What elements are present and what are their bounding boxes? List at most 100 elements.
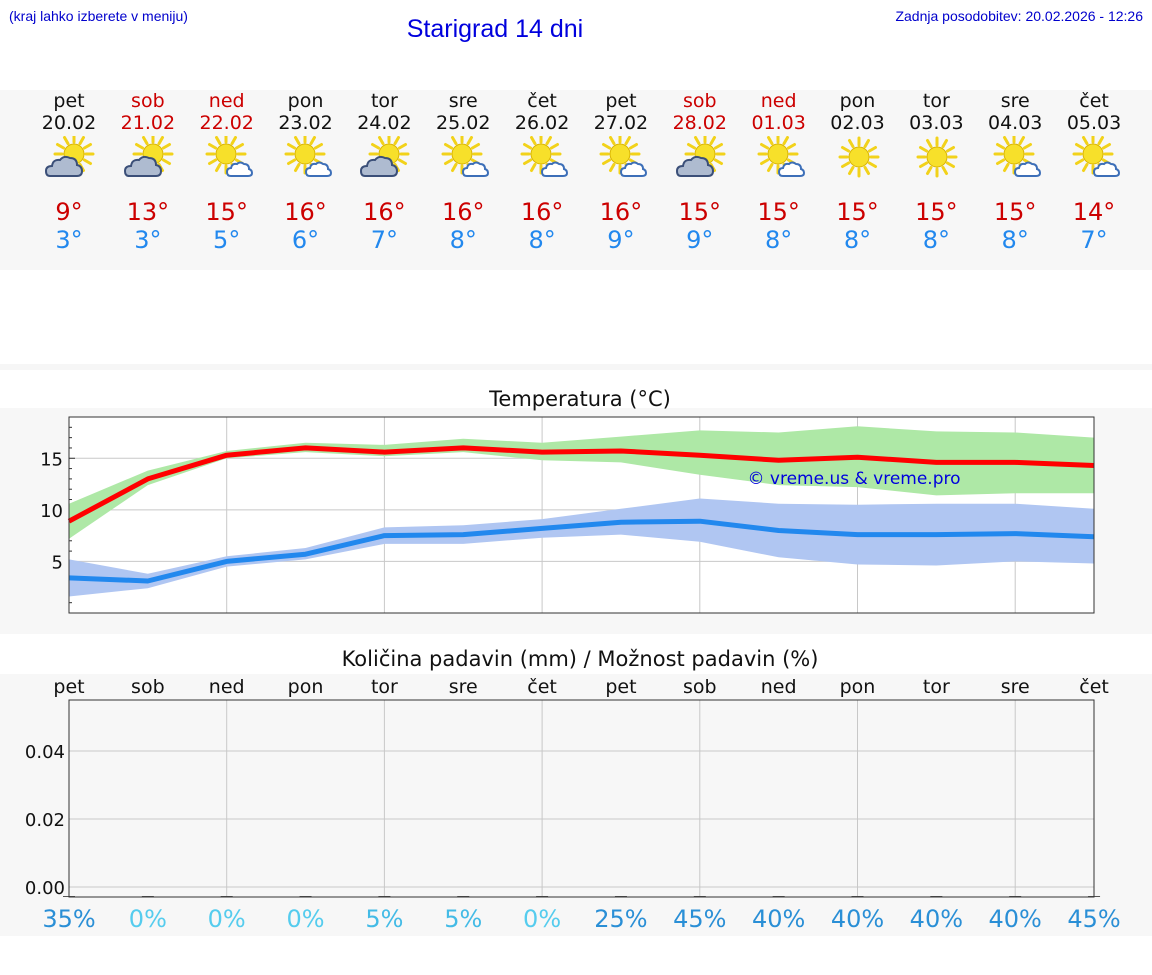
precip-chance-label: 0% [208, 905, 246, 933]
day-name: čet [1079, 90, 1109, 112]
min-temperature: 6° [291, 226, 320, 254]
plot-frame [68, 416, 1095, 614]
max-temperature: 14° [1072, 198, 1116, 226]
mostly-sunny-icon [990, 133, 1042, 182]
day-column: pon 23.02 16° 6° [266, 90, 346, 254]
day-name: ned [760, 90, 797, 112]
mostly-sunny-icon [281, 133, 333, 182]
max-temperature: 15° [678, 198, 722, 226]
x-tick-label: pon [288, 676, 324, 698]
mostly-sunny-icon [754, 133, 806, 182]
x-tick-label: sre [1001, 676, 1030, 698]
y-tick-label: 0.02 [25, 810, 65, 831]
day-date: 23.02 [278, 112, 333, 134]
day-column: pon 02.03 15° 8° [818, 90, 898, 254]
min-temperature: 8° [843, 226, 872, 254]
y-tick-label: 15 [40, 449, 63, 470]
max-temperature: 16° [284, 198, 327, 226]
day-date: 04.03 [987, 112, 1043, 134]
series-line-max [67, 445, 1095, 524]
day-date: 26.02 [514, 112, 570, 134]
precip-chance-label: 35% [42, 905, 95, 933]
day-name: čet [527, 90, 557, 112]
day-column: sob 21.02 13° 3° [108, 90, 188, 254]
day-date: 02.03 [830, 112, 885, 134]
temperature-chart-title: Temperatura (°C) [489, 387, 671, 411]
min-temperature: 8° [1001, 226, 1029, 254]
day-column: sre 04.03 15° 8° [975, 90, 1055, 254]
location-hint: (kraj lahko izberete v meniju) [9, 8, 188, 24]
precip-chance-label: 40% [831, 905, 884, 933]
partly-cloudy-icon [359, 133, 411, 182]
x-tick-label: pet [53, 676, 84, 698]
y-tick-label: 0.00 [25, 878, 65, 899]
mostly-sunny-icon [517, 133, 569, 182]
precip-chance-label: 40% [989, 905, 1042, 933]
x-tick-label: čet [1079, 676, 1109, 698]
series-line-min [68, 518, 1095, 584]
mostly-sunny-icon [1069, 133, 1121, 182]
day-name: tor [922, 90, 950, 112]
x-tick-label: sre [449, 676, 478, 698]
day-date: 21.02 [120, 112, 176, 134]
plot-area [69, 700, 1094, 897]
day-date: 22.02 [199, 112, 254, 134]
mostly-sunny-icon [596, 133, 648, 182]
x-tick-label: tor [371, 676, 398, 698]
max-temperature: 16° [363, 198, 406, 226]
min-temperature: 8° [765, 226, 793, 254]
day-column: sre 25.02 16° 8° [423, 90, 503, 254]
precipitation-chart: pet sob ned pon tor sre čet pet sob ned pon tor sre č… [25, 676, 1121, 933]
temperature-chart: 5 10 15 © vreme.us & vreme.pro [40, 416, 1095, 614]
max-temperature: 15° [205, 198, 248, 226]
day-name: pet [53, 90, 85, 112]
y-tick-label: 0.04 [25, 742, 65, 763]
daily-forecast-panel [0, 90, 1152, 270]
precip-chance-label: 5% [365, 905, 403, 933]
max-temperature: 13° [126, 198, 170, 226]
section-divider [0, 364, 1152, 370]
partly-cloudy-icon [675, 133, 727, 182]
precip-chance-label: 40% [752, 905, 805, 933]
precip-chance-label: 5% [444, 905, 482, 933]
precip-chance-label: 45% [673, 905, 726, 933]
min-temperature: 3° [55, 226, 83, 254]
min-temperature: 7° [1080, 226, 1108, 254]
day-name: pon [287, 90, 324, 112]
day-name: ned [208, 90, 245, 112]
min-temperature: 8° [922, 226, 950, 254]
precip-chance-label: 0% [523, 905, 561, 933]
day-column: pet 27.02 16° 9° [581, 90, 661, 254]
max-temperature: 16° [599, 198, 643, 226]
plot-frame [68, 699, 1095, 898]
x-tick-label: ned [761, 676, 797, 698]
max-temperature: 15° [993, 198, 1037, 226]
day-date: 01.03 [751, 112, 806, 134]
partly-cloudy-icon [44, 133, 96, 182]
sunny-icon [833, 136, 885, 182]
max-temperature: 16° [520, 198, 564, 226]
day-name: pet [605, 90, 637, 112]
page-title: Starigrad 14 dni [406, 15, 584, 43]
day-name: sre [448, 90, 478, 112]
x-tick-label: pet [605, 676, 636, 698]
x-tick-label: pon [840, 676, 876, 698]
y-tick-label: 10 [40, 501, 63, 522]
day-column: čet 26.02 16° 8° [502, 90, 582, 254]
min-temperature: 5° [213, 226, 241, 254]
x-tick-label: ned [209, 676, 245, 698]
x-tick-label: sob [683, 676, 717, 698]
max-temperature: 16° [441, 198, 485, 226]
precip-chance-label: 40% [910, 905, 963, 933]
watermark: © vreme.us & vreme.pro [747, 469, 960, 489]
day-column: ned 22.02 15° 5° [187, 90, 267, 254]
day-name: sre [1000, 90, 1030, 112]
day-date: 03.03 [909, 112, 964, 134]
day-date: 20.02 [41, 112, 97, 134]
y-tick-label: 5 [52, 552, 63, 573]
partly-cloudy-icon [123, 133, 175, 182]
day-column: pet 20.02 9° 3° [29, 90, 109, 254]
min-temperature: 8° [449, 226, 477, 254]
day-name: pon [839, 90, 876, 112]
day-column: tor 03.03 15° 8° [896, 90, 976, 254]
